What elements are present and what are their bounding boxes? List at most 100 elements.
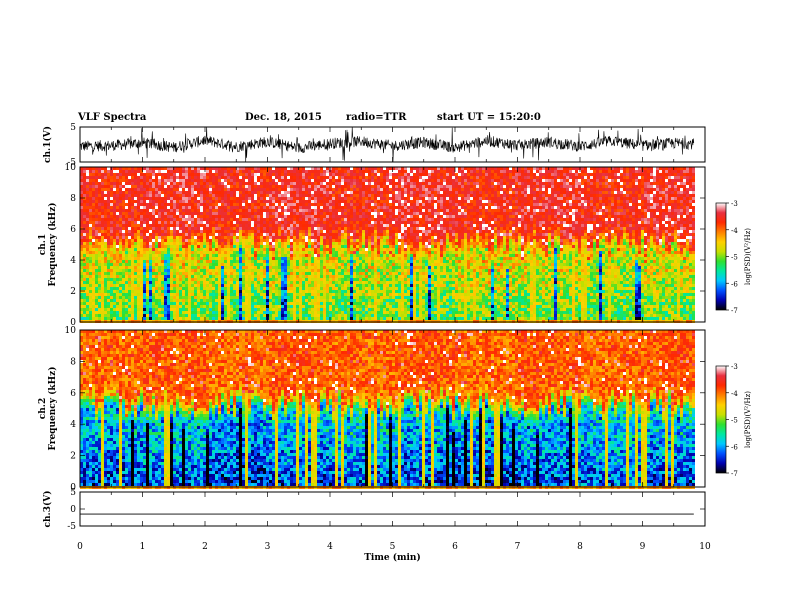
spectrogram-cell [113,242,116,245]
spectrogram-cell [146,221,149,224]
spectrogram-cell [311,305,314,308]
spectrogram-cell [341,269,344,272]
spectrogram-cell [218,200,221,203]
spectrogram-cell [86,230,89,233]
spectrogram-cell [194,290,197,293]
spectrogram-cell [149,305,152,308]
spectrogram-cell [155,230,158,233]
spectrogram-cell [191,290,194,293]
spectrogram-cell [182,176,185,179]
spectrogram-cell [137,224,140,227]
spectrogram-cell [170,269,173,272]
spectrogram-cell [113,233,116,236]
spectrogram-cell [269,179,272,182]
spectrogram-cell [278,242,281,245]
spectrogram-cell [329,290,332,293]
spectrogram-cell [104,200,107,203]
spectrogram-cell [290,272,293,275]
spectrogram-cell [218,248,221,251]
spectrogram-cell [140,278,143,281]
spectrogram-cell [149,299,152,302]
spectrogram-cell [215,317,218,320]
spectrogram-cell [119,296,122,299]
spectrogram-cell [245,260,248,263]
spectrogram-cell [347,215,350,218]
spectrogram-cell [236,218,239,221]
spectrogram-cell [314,221,317,224]
spectrogram-cell [233,311,236,314]
spectrogram-cell [134,248,137,251]
spectrogram-cell [278,251,281,254]
spectrogram-cell [239,179,242,182]
spectrogram-cell [209,245,212,248]
spectrogram-cell [131,212,134,215]
spectrogram-cell [332,257,335,260]
spectrogram-cell [221,251,224,254]
spectrogram-cell [269,311,272,314]
spectrogram-cell [218,269,221,272]
spectrogram-cell [104,251,107,254]
spectrogram-cell [116,173,119,176]
spectrogram-cell [95,236,98,239]
spectrogram-cell [335,197,338,200]
spectrogram-cell [269,266,272,269]
spectrogram-cell [245,215,248,218]
spectrogram-cell [86,206,89,209]
spectrogram-cell [356,185,359,188]
spectrogram-cell [89,200,92,203]
spectrogram-cell [314,287,317,290]
spectrogram-cell [86,239,89,242]
spectrogram-cell [101,254,104,257]
spectrogram-cell [320,215,323,218]
spectrogram-cell [89,206,92,209]
spectrogram-cell [155,245,158,248]
spectrogram-cell [323,221,326,224]
spectrogram-cell [218,206,221,209]
spectrogram-cell [107,197,110,200]
spectrogram-cell [266,266,269,269]
spectrogram-cell [104,293,107,296]
spectrogram-cell [203,251,206,254]
spectrogram-cell [158,188,161,191]
spectrogram-cell [308,245,311,248]
spectrogram-cell [86,260,89,263]
spectrogram-cell [320,224,323,227]
spectrogram-cell [206,260,209,263]
spectrogram-cell [305,188,308,191]
spectrogram-cell [242,290,245,293]
spectrogram-cell [281,311,284,314]
spectrogram-cell [263,197,266,200]
spectrogram-cell [92,182,95,185]
spectrogram-cell [152,200,155,203]
spectrogram-cell [224,185,227,188]
spectrogram-cell [317,206,320,209]
spectrogram-cell [83,182,86,185]
spectrogram-cell [260,188,263,191]
spectrogram-cell [185,173,188,176]
spectrogram-cell [134,170,137,173]
spectrogram-cell [203,170,206,173]
spectrogram-cell [266,182,269,185]
spectrogram-cell [155,194,158,197]
spectrogram-cell [179,185,182,188]
spectrogram-cell [179,272,182,275]
spectrogram-cell [116,293,119,296]
spectrogram-cell [362,224,365,227]
spectrogram-cell [314,293,317,296]
spectrogram-cell [326,290,329,293]
spectrogram-cell [230,203,233,206]
spectrogram-cell [119,281,122,284]
spectrogram-cell [110,281,113,284]
spectrogram-cell [161,278,164,281]
spectrogram-cell [137,260,140,263]
spectrogram-cell [257,308,260,311]
spectrogram-cell [263,227,266,230]
spectrogram-cell [326,176,329,179]
spectrogram-cell [227,317,230,320]
spectrogram-cell [239,218,242,221]
spectrogram-cell [311,287,314,290]
spectrogram-cell [179,251,182,254]
spectrogram-cell [215,314,218,317]
spectrogram-cell [338,308,341,311]
spectrogram-cell [347,305,350,308]
